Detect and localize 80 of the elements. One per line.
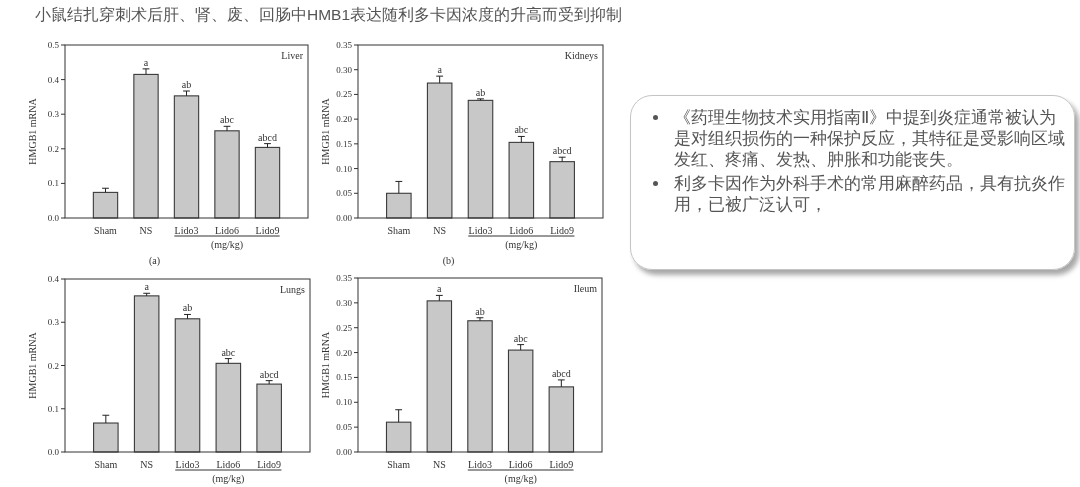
annotation: a <box>143 56 149 68</box>
x-tick-label: Lido9 <box>549 458 574 470</box>
text: 利多卡因作为外科手术的常用麻醉药品，具有抗炎作用，已被广泛认可， <box>674 173 1066 215</box>
y-tick-label: 0.20 <box>336 114 353 125</box>
x-tick-label: NS <box>140 458 154 470</box>
x-tick-label: Sham <box>387 224 411 236</box>
y-tick-label: 0.5 <box>47 40 60 50</box>
annotation: abcd <box>259 368 279 380</box>
annotation: abc <box>513 332 529 344</box>
x-tick-label: Lido6 <box>509 224 534 236</box>
annotation: a <box>437 64 443 76</box>
y-tick-label: 0.0 <box>47 213 60 223</box>
text: (b) <box>442 254 455 267</box>
y-tick-label: 0.05 <box>336 422 353 433</box>
y-tick-label: 0.25 <box>336 89 353 100</box>
y-tick-label: 0.10 <box>336 397 353 408</box>
annotation: abc <box>220 114 235 126</box>
annotation: abcd <box>552 145 572 157</box>
annotation: ab <box>475 305 485 317</box>
x-tick-label: NS <box>432 458 446 470</box>
x-tick-label: Lido3 <box>468 224 493 236</box>
x-tick-label: Lido3 <box>174 224 199 236</box>
annotation: abcd <box>258 131 277 143</box>
text: 小鼠结扎穿刺术后肝、肾、废、回肠中HMB1表达随利多卡因浓度的升高而受到抑制 <box>35 5 624 25</box>
x-tick-label: NS <box>433 224 447 236</box>
y-tick-label: 0.10 <box>336 163 353 174</box>
annotation: ab <box>182 302 193 314</box>
annotation: ab <box>475 86 486 98</box>
x-tick-label: Lido9 <box>255 224 280 236</box>
text: (a) <box>148 254 161 267</box>
x-tick-label: Sham <box>94 224 118 236</box>
y-tick-label: 0.2 <box>47 360 59 371</box>
y-tick-label: 0.1 <box>47 403 59 414</box>
y-tick-label: 0.4 <box>47 274 60 284</box>
y-tick-label: 0.3 <box>47 317 60 328</box>
x-tick-label: Sham <box>94 458 118 470</box>
y-tick-label: 0.25 <box>336 322 353 333</box>
annotation: ab <box>181 79 192 91</box>
y-tick-label: 0.00 <box>336 213 353 223</box>
annotation: abc <box>514 124 529 136</box>
y-tick-label: 0.15 <box>336 372 353 383</box>
y-tick-label: 0.3 <box>47 109 60 120</box>
y-tick-label: 0.15 <box>336 138 353 149</box>
annotation: a <box>144 281 150 293</box>
y-tick-label: 0.1 <box>47 178 59 189</box>
y-tick-label: 0.20 <box>336 347 353 358</box>
x-tick-label: Lido9 <box>550 224 575 236</box>
x-tick-label: Lido3 <box>468 458 492 470</box>
x-axis-title: (mg/kg) <box>210 238 244 251</box>
y-axis-title: HMGB1 mRNA <box>319 97 331 165</box>
x-tick-label: Lido9 <box>257 458 282 470</box>
x-tick-label: Lido6 <box>215 224 239 236</box>
x-tick-label: Lido6 <box>508 458 533 470</box>
text: 《药理生物技术实用指南Ⅱ》中提到炎症通常被认为是对组织损伤的一种保护反应，其特征是受影响区域发红、疼痛、发热、肿胀和功能丧失。 <box>674 107 1066 170</box>
x-tick-label: Lido3 <box>175 458 200 470</box>
text: Kidneys <box>564 49 599 61</box>
x-axis-title: (mg/kg) <box>504 472 537 485</box>
y-tick-label: 0.00 <box>336 447 353 457</box>
y-tick-label: 0.30 <box>336 64 353 75</box>
y-tick-label: 0.35 <box>336 40 353 50</box>
x-tick-label: Sham <box>387 458 411 470</box>
y-tick-label: 0.0 <box>47 447 60 457</box>
y-axis-title: HMGB1 mRNA <box>26 331 38 399</box>
y-tick-label: 0.30 <box>336 297 353 308</box>
y-tick-label: 0.35 <box>336 273 353 283</box>
y-tick-label: 0.4 <box>47 74 60 85</box>
x-axis-title: (mg/kg) <box>505 238 538 251</box>
y-axis-title: HMGB1 mRNA <box>319 331 331 399</box>
y-axis-title: HMGB1 mRNA <box>26 97 38 165</box>
x-axis-title: (mg/kg) <box>212 472 245 485</box>
annotation: a <box>437 283 443 295</box>
x-tick-label: Lido6 <box>216 458 241 470</box>
annotation: abc <box>221 346 236 358</box>
annotation: abcd <box>551 367 571 379</box>
chart-title: Liver <box>281 49 304 61</box>
x-tick-label: NS <box>139 224 153 236</box>
chart-title: Lungs <box>280 283 306 295</box>
chart-title: Ileum <box>573 282 598 294</box>
y-tick-label: 0.2 <box>47 143 59 154</box>
y-tick-label: 0.05 <box>336 188 353 199</box>
